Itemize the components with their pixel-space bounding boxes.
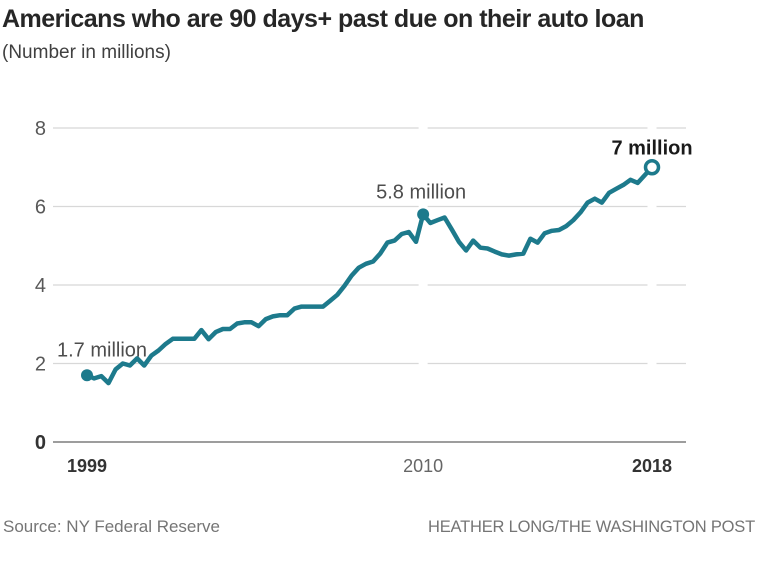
x-axis-label: 2018 — [632, 456, 672, 476]
annotation-label: 1.7 million — [57, 339, 147, 361]
annotation-label: 7 million — [611, 137, 692, 159]
chart-subtitle: (Number in millions) — [2, 42, 171, 63]
y-axis-label: 0 — [35, 432, 46, 454]
peak-point-marker — [417, 208, 430, 221]
y-axis-label: 8 — [35, 118, 46, 140]
y-axis-label: 4 — [35, 275, 46, 297]
annotation-label: 5.8 million — [376, 181, 466, 203]
y-axis-label: 6 — [35, 197, 46, 219]
byline-credit: HEATHER LONG/THE WASHINGTON POST — [428, 518, 755, 536]
source-note: Source: NY Federal Reserve — [3, 517, 221, 536]
x-axis-label: 1999 — [67, 456, 107, 476]
start-point-marker — [81, 369, 93, 382]
y-axis-label: 2 — [35, 354, 46, 376]
end-point-marker — [643, 159, 661, 176]
chart-title: Americans who are 90 days+ past due on t… — [2, 5, 644, 33]
x-axis-label: 2010 — [403, 456, 443, 476]
trend-line — [84, 165, 655, 386]
